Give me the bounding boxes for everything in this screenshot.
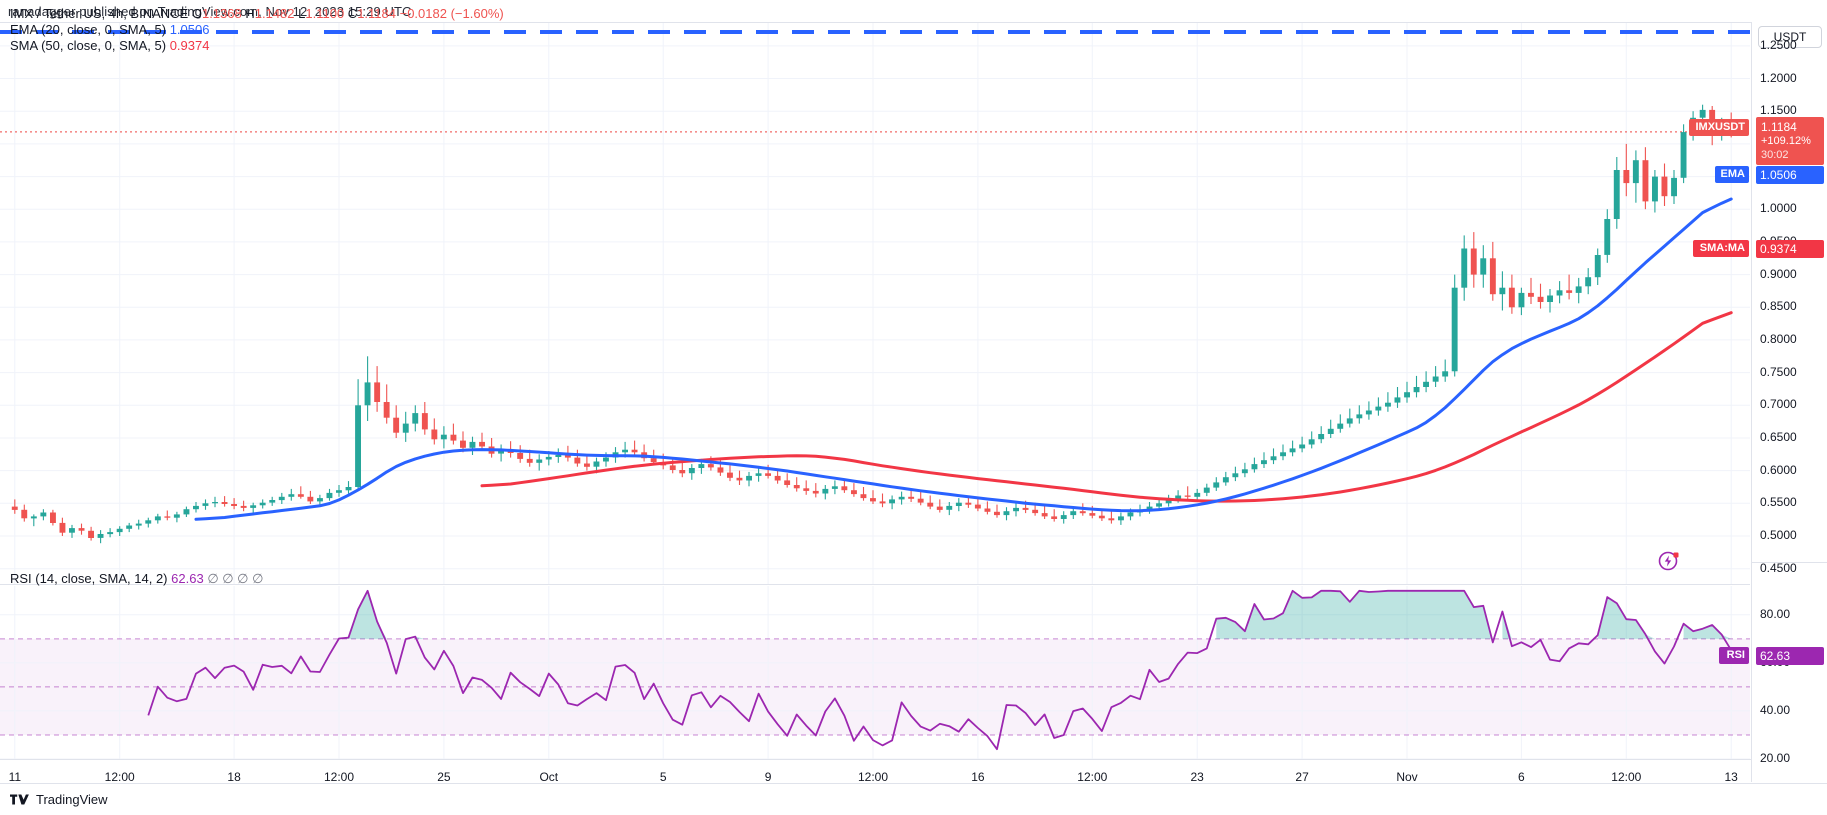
- rsi-badge-tag: RSI: [1719, 647, 1749, 664]
- price-tick-0.6500: 0.6500: [1760, 429, 1797, 444]
- price-tick-0.7500: 0.7500: [1760, 364, 1797, 379]
- time-tick-label: Nov: [1396, 770, 1418, 784]
- current-price-value: 1.1184: [1761, 120, 1797, 134]
- time-tick-label: 18: [227, 770, 241, 784]
- price-scale[interactable]: USDT 1.25001.20001.15001.00000.95000.900…: [1689, 22, 1827, 782]
- rsi-tick-40.00: 40.00: [1760, 702, 1791, 717]
- price-chart-canvas[interactable]: [0, 23, 1750, 585]
- price-badge-symbol-tag: IMXUSDT: [1689, 119, 1749, 136]
- currency-badge[interactable]: USDT: [1758, 26, 1822, 48]
- time-tick-label: 6: [1518, 770, 1525, 784]
- chart-frame: 11 12:00 18 12:00 25 Oct 5 9 12:00 16 12:00 23 27 Nov…: [0, 22, 1827, 784]
- time-tick-label: 27: [1295, 770, 1309, 784]
- footer-bar: TradingView: [0, 783, 1827, 815]
- time-tick-label: 12:00: [104, 770, 135, 784]
- tradingview-logo-icon: [10, 793, 30, 806]
- price-tick-1.0000: 1.0000: [1760, 201, 1797, 216]
- sma-badge-tag: SMA:MA: [1693, 240, 1749, 257]
- time-tick-label: 9: [764, 770, 772, 784]
- time-tick-label: 5: [659, 770, 667, 784]
- time-tick-label: 12:00: [323, 770, 355, 784]
- time-tick-label: 16: [971, 770, 985, 784]
- price-tick-1.2000: 1.2000: [1760, 70, 1797, 85]
- rsi-tick-80.00: 80.00: [1760, 606, 1791, 621]
- time-tick-label: 12:00: [1077, 770, 1108, 784]
- time-tick-label: Oct: [539, 770, 559, 784]
- price-tick-0.5000: 0.5000: [1760, 527, 1797, 542]
- attribution-text: ranadagger published on TradingView.com,…: [8, 4, 412, 19]
- time-tick-label: 23: [1190, 770, 1204, 784]
- price-tick-0.6000: 0.6000: [1760, 462, 1797, 477]
- current-price-change: +109.12%: [1761, 135, 1811, 147]
- rsi-chart-canvas[interactable]: [0, 586, 1750, 759]
- sma-price-badge[interactable]: 0.9374: [1756, 240, 1824, 258]
- lightning-alert-icon[interactable]: [1657, 548, 1681, 572]
- time-tick-label: 25: [437, 770, 451, 784]
- price-tick-0.9000: 0.9000: [1760, 266, 1797, 281]
- price-pane[interactable]: [0, 23, 1750, 585]
- time-tick-label: 13: [1724, 770, 1738, 784]
- price-tick-1.2500: 1.2500: [1760, 37, 1797, 52]
- price-tick-0.8500: 0.8500: [1760, 299, 1797, 314]
- time-axis[interactable]: 11 12:00 18 12:00 25 Oct 5 9 12:00 16 12:00 23 27 Nov…: [0, 759, 1751, 805]
- rsi-pane[interactable]: [0, 586, 1750, 759]
- price-tick-0.5500: 0.5500: [1760, 495, 1797, 510]
- time-tick-label: 12:00: [1611, 770, 1642, 784]
- rsi-tick-20.00: 20.00: [1760, 751, 1791, 765]
- time-tick-label: 11: [8, 770, 22, 784]
- tradingview-brand-label: TradingView: [36, 792, 108, 807]
- price-tick-0.4500: 0.4500: [1760, 560, 1797, 575]
- price-tick-0.7000: 0.7000: [1760, 397, 1797, 412]
- change-percent: (−1.60%): [450, 6, 504, 21]
- time-tick-label: 12:00: [857, 770, 889, 784]
- current-price-badge[interactable]: 1.1184 +109.12% 30:02: [1756, 117, 1824, 165]
- ema-badge-tag: EMA: [1715, 166, 1749, 183]
- price-tick-0.8000: 0.8000: [1760, 331, 1797, 346]
- axis-divider: [1752, 562, 1827, 563]
- ema-price-badge[interactable]: 1.0506: [1756, 166, 1824, 184]
- candle-countdown: 30:02: [1761, 149, 1789, 161]
- tradingview-brand[interactable]: TradingView: [10, 792, 108, 807]
- rsi-value-badge[interactable]: 62.63: [1756, 647, 1824, 665]
- price-tick-1.1500: 1.1500: [1760, 103, 1797, 118]
